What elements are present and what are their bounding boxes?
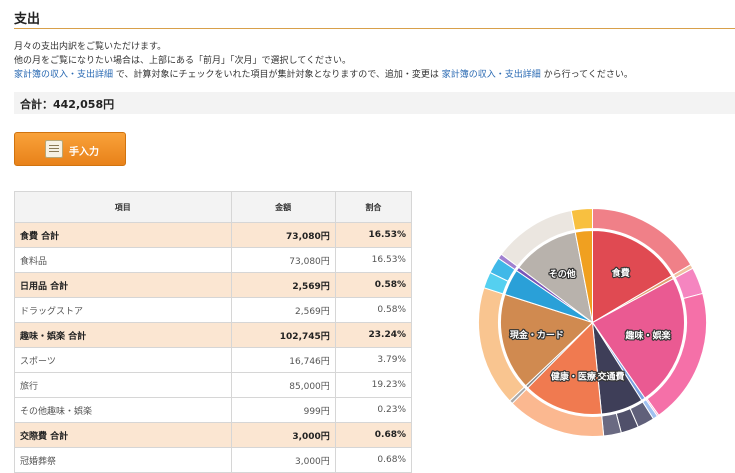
total-label: 合計：442,058円: [20, 98, 115, 111]
outer-ring-slice: [570, 207, 593, 231]
expense-table: 項目 金額 割合 食費 合計 73,080円 16.53% 食料品 73,080円 16.…: [14, 191, 413, 473]
income-expense-detail-link-2[interactable]: 家計簿の収入・支出詳細: [441, 70, 541, 80]
row-amount: 102,745円: [230, 322, 336, 348]
inner-pie: [500, 229, 685, 415]
title-divider: [14, 28, 735, 29]
description-line-3: 家計簿の収入・支出詳細 で、計算対象にチェックをいれた項目が集計対象となりますの…: [14, 68, 633, 82]
row-item-name: その他趣味・娯楽: [14, 397, 232, 423]
pie-slice: [591, 278, 685, 399]
row-amount: 85,000円: [230, 372, 336, 398]
page-title: 支出: [14, 12, 41, 27]
table-row: 冠婚葬祭 3,000円 0.68%: [14, 447, 413, 473]
manual-input-button[interactable]: 手入力: [14, 132, 126, 166]
row-amount: 3,000円: [230, 422, 336, 448]
table-row: ドラッグストア 2,569円 0.58%: [14, 297, 413, 323]
pie-slice: [574, 229, 593, 323]
notepad-icon: [45, 140, 63, 158]
pie-slice: [592, 229, 673, 324]
description-middle-text: で、計算対象にチェックをいれた項目が集計対象となりますので、追加・変更は: [113, 70, 442, 80]
row-item-name: 冠婚葬祭: [14, 447, 232, 473]
description-line-1: 月々の支出内訳をご覧いただけます。: [14, 42, 167, 52]
pie-slice: [527, 321, 603, 415]
pie-slice: [518, 231, 594, 324]
row-ratio: 0.23%: [334, 397, 413, 423]
row-item-name: 日用品 合計: [14, 272, 232, 298]
row-item-name: ドラッグストア: [14, 297, 232, 323]
pie-slice-label: 趣味・娯楽: [624, 330, 671, 342]
row-ratio: 0.58%: [334, 272, 413, 298]
table-row: その他趣味・娯楽 999円 0.23%: [14, 397, 413, 423]
table-header-row: 項目 金額 割合: [14, 191, 413, 223]
category-subtotal-row: 日用品 合計 2,569円 0.58%: [14, 272, 413, 298]
row-item-name: 趣味・娯楽 合計: [14, 322, 232, 348]
pie-slice-label: 健康・医療: [551, 370, 596, 382]
row-item-name: 食料品: [14, 247, 232, 273]
row-ratio: 0.68%: [334, 447, 413, 473]
total-summary: 合計：442,058円: [14, 92, 735, 114]
pie-slice-label: その他: [549, 268, 576, 280]
row-item-name: スポーツ: [14, 347, 232, 373]
row-ratio: 0.58%: [334, 297, 413, 323]
row-item-name: 旅行: [14, 372, 232, 398]
row-ratio: 3.79%: [334, 347, 413, 373]
row-amount: 73,080円: [230, 247, 336, 273]
row-amount: 999円: [230, 397, 336, 423]
pie-slice-label: 現金・カード: [510, 329, 564, 341]
manual-input-label: 手入力: [69, 147, 99, 158]
table-row: 食料品 73,080円 16.53%: [14, 247, 413, 273]
row-amount: 2,569円: [230, 297, 336, 323]
row-item-name: 交際費 合計: [14, 422, 232, 448]
pie-slice-label: 交通費: [598, 370, 625, 382]
column-header-item: 項目: [14, 191, 232, 223]
row-ratio: 19.23%: [334, 372, 413, 398]
row-amount: 3,000円: [230, 447, 336, 473]
table-row: スポーツ 16,746円 3.79%: [14, 347, 413, 373]
row-ratio: 16.53%: [334, 222, 413, 248]
row-amount: 16,746円: [230, 347, 336, 373]
description-end-text: から行ってください。: [540, 70, 633, 80]
pie-slice-label: 食費: [611, 267, 630, 279]
row-item-name: 食費 合計: [14, 222, 232, 248]
outer-ring: [478, 207, 707, 437]
column-header-amount: 金額: [230, 191, 336, 223]
row-amount: 73,080円: [230, 222, 336, 248]
row-ratio: 0.68%: [334, 422, 413, 448]
column-header-ratio: 割合: [334, 191, 413, 223]
row-ratio: 23.24%: [334, 322, 413, 348]
row-amount: 2,569円: [230, 272, 336, 298]
category-subtotal-row: 交際費 合計 3,000円 0.68%: [14, 422, 413, 448]
table-row: 旅行 85,000円 19.23%: [14, 372, 413, 398]
income-expense-detail-link[interactable]: 家計簿の収入・支出詳細: [14, 70, 114, 80]
pie-slice: [500, 293, 594, 387]
description-line-2: 他の月をご覧になりたい場合は、上部にある「前月」「次月」で選択してください。: [14, 56, 351, 66]
category-subtotal-row: 趣味・娯楽 合計 102,745円 23.24%: [14, 322, 413, 348]
category-subtotal-row: 食費 合計 73,080円 16.53%: [14, 222, 413, 248]
row-ratio: 16.53%: [334, 247, 413, 273]
